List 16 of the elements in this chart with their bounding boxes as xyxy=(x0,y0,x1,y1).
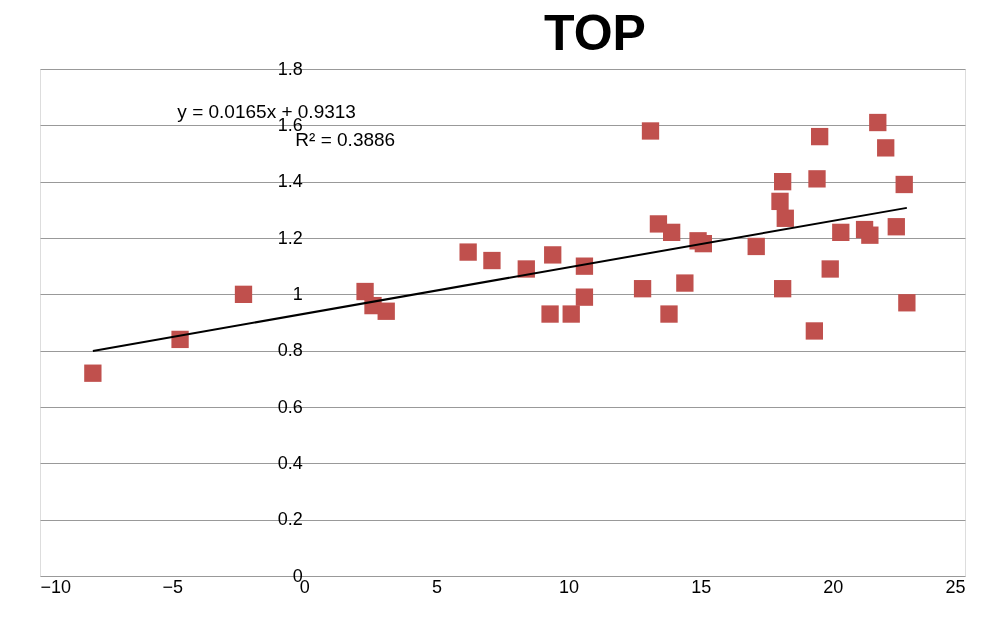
x-tick-label: 25 xyxy=(945,576,966,597)
x-tick-label: 10 xyxy=(559,576,580,597)
y-tick-label: 0.8 xyxy=(277,340,303,361)
x-tick-label: −5 xyxy=(162,576,183,597)
chart-title: TOP xyxy=(544,5,646,61)
x-tick-label: 15 xyxy=(691,576,712,597)
x-tick-label: 5 xyxy=(431,576,442,597)
y-tick-label: 1.4 xyxy=(277,171,303,192)
y-tick-label: 1.2 xyxy=(277,227,303,248)
y-tick-label: 1 xyxy=(292,283,303,304)
x-tick-label: −10 xyxy=(40,576,72,597)
y-tick-label: 0.4 xyxy=(277,452,303,473)
y-tick-label: 0.6 xyxy=(277,396,303,417)
y-tick-label: 0.2 xyxy=(277,509,303,530)
y-tick-label: 1.8 xyxy=(277,58,303,79)
x-tick-label: 20 xyxy=(823,576,844,597)
